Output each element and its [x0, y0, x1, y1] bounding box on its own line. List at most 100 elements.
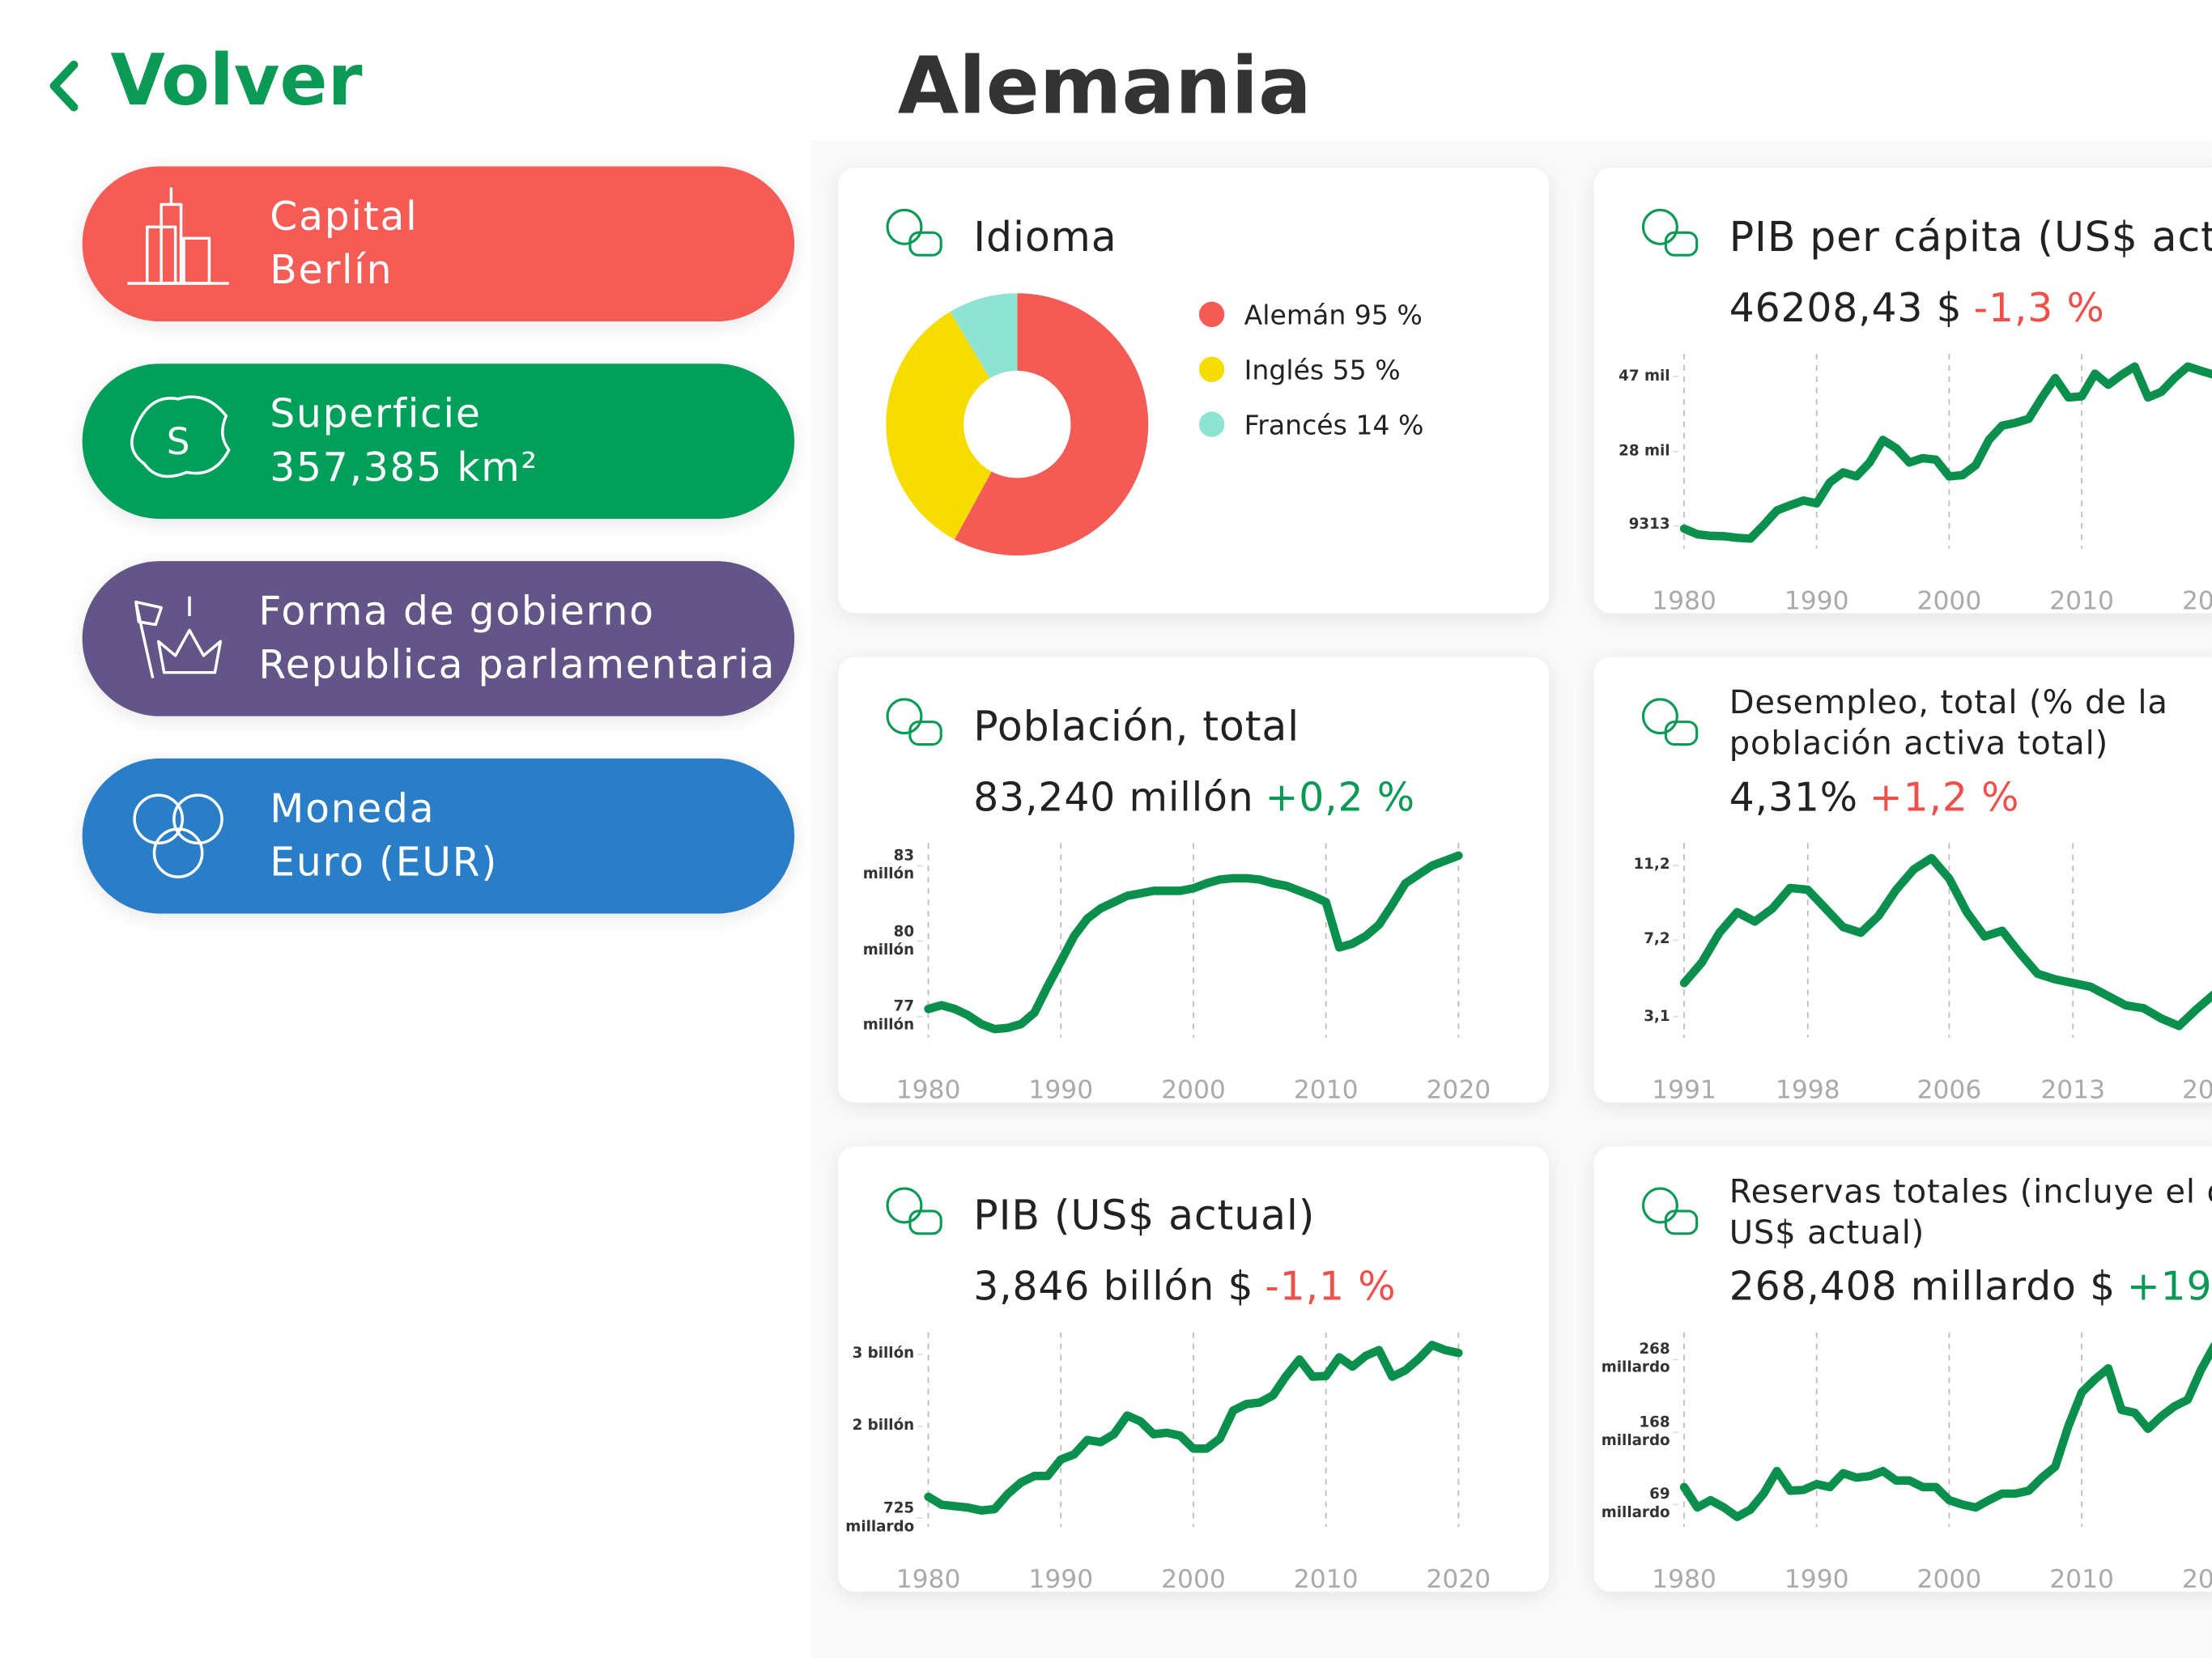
cards: Idioma Alemán 95 % Inglés 55 % Francés 14 % PIB…: [838, 168, 2212, 1594]
y-tick-label-box: 168 millardo: [1601, 1414, 1670, 1450]
card-icon: [908, 1209, 942, 1235]
x-tick-label: 1990: [1784, 586, 1849, 615]
x-tick-label: 2010: [1294, 1565, 1359, 1594]
x-tick-label: 2010: [1294, 1076, 1359, 1105]
y-tick-label-box: 725 millardo: [845, 1499, 915, 1535]
back-button[interactable]: Volver: [49, 39, 363, 121]
x-tick-label: 2013: [2040, 1076, 2105, 1105]
x-tick-label: 1980: [896, 1076, 961, 1105]
back-arrow[interactable]: [49, 60, 79, 112]
card-icon: [908, 721, 942, 746]
x-tick-label: 2010: [2049, 1565, 2114, 1594]
card-title: US$ actual): [1729, 1214, 1925, 1252]
x-tick-label: 2000: [1161, 1565, 1226, 1594]
y-tick-label-box: 2 billón: [852, 1417, 915, 1435]
card-icon: [886, 208, 923, 245]
y-tick-label-box: 77 millón: [862, 997, 915, 1034]
pill-background: [82, 166, 795, 322]
legend-entry: Inglés 55 %: [1244, 354, 1401, 385]
value-text: 4,31%: [1729, 775, 1858, 820]
card-icon: [886, 1187, 923, 1224]
x-tick-label: 2020: [1427, 1565, 1491, 1594]
value-text: 3,846 billón $: [973, 1265, 1253, 1310]
data-line: [924, 851, 1463, 1034]
y-tick-label-box: 3 billón: [852, 1345, 915, 1363]
x-tick-label: 2010: [2049, 586, 2114, 615]
y-tick-label: 2 billón: [852, 1417, 915, 1435]
donut-slice: [954, 293, 1149, 556]
y-tick-label: 725 millardo: [845, 1499, 915, 1535]
x-tick-label: 1990: [1784, 1565, 1849, 1594]
legend-name: Francés: [1244, 409, 1347, 440]
data-line: [1679, 362, 2212, 543]
card-title: Reservas totales (incluye el oro,: [1729, 1173, 2212, 1210]
x-tick-label: 1980: [1652, 586, 1716, 615]
legend-swatch: [1198, 411, 1225, 437]
card-icon: [1664, 721, 1699, 746]
legend-entry: Francés 14 %: [1244, 409, 1424, 440]
card-title: Desempleo, total (% de la: [1729, 684, 2168, 721]
fact-pill: Moneda Euro (EUR): [82, 758, 795, 914]
y-tick-label: 168 millardo: [1601, 1414, 1670, 1450]
fact-label: Superficie: [270, 392, 481, 437]
change-text: +19,8 %: [2127, 1265, 2212, 1310]
x-tick-label: 2000: [1917, 586, 1982, 615]
icon-part: [134, 600, 163, 627]
change-text: -1,1 %: [1265, 1265, 1396, 1310]
y-tick-label-box: 268 millardo: [1601, 1341, 1670, 1377]
x-tick-label: 2020: [1427, 1076, 1491, 1105]
y-tick-label-box: 3,1: [1644, 1007, 1670, 1025]
x-tick-label: 1980: [1652, 1565, 1716, 1594]
fact-value: Euro (EUR): [270, 840, 498, 885]
y-tick-label: 69 millardo: [1601, 1486, 1670, 1522]
y-tick-label: 80 millón: [862, 922, 915, 959]
card-icon: [908, 231, 942, 257]
data-line: [1679, 853, 2212, 1031]
back-label[interactable]: Volver: [111, 39, 363, 121]
legend-name: Alemán: [1244, 300, 1346, 331]
value-text: 83,240 millón: [973, 775, 1253, 820]
fact-value: Berlín: [270, 248, 393, 293]
y-tick-label: 3 billón: [852, 1345, 915, 1363]
card-value: 268,408 millardo $+19,8 %: [1729, 1265, 2212, 1310]
fact-label: Capital: [270, 194, 418, 240]
x-tick-label: 1998: [1776, 1076, 1840, 1105]
card-title: Población, total: [973, 702, 1300, 750]
card: PIB per cápita (US$ actual) 46208,43 $-1,…: [1593, 168, 2212, 615]
y-tick-label: 7,2: [1644, 930, 1670, 948]
y-tick-label: 77 millón: [862, 997, 915, 1034]
y-tick-label: 3,1: [1644, 1007, 1670, 1025]
y-tick-label-box: 11,2: [1633, 856, 1670, 874]
card-title: Idioma: [973, 213, 1117, 261]
legend-value: 14 %: [1355, 409, 1423, 440]
card-icon: [1641, 1187, 1678, 1224]
card: Idioma Alemán 95 % Inglés 55 % Francés 14 %: [838, 168, 1549, 614]
card: PIB (US$ actual) 3,846 billón $ -1,1 % 1980…: [838, 1146, 1549, 1594]
y-tick-label: 268 millardo: [1601, 1341, 1670, 1377]
fact-label: Moneda: [270, 786, 435, 831]
fact-pill: Forma de gobierno Republica parlamentaria: [82, 561, 795, 716]
card-title: PIB per cápita (US$ actual): [1729, 213, 2212, 261]
card: Reservas totales (incluye el oro, US$ act…: [1593, 1146, 2212, 1594]
card-title: población activa total): [1729, 725, 2108, 763]
x-tick-label: 1990: [1028, 1565, 1093, 1594]
donut-slice: [886, 311, 992, 540]
card: Población, total 83,240 millón +0,2 % 1980 1…: [838, 657, 1549, 1105]
x-tick-label: 1980: [896, 1565, 961, 1594]
y-tick-label: 47 mil: [1619, 367, 1670, 385]
x-tick-label: 2021: [2182, 1076, 2212, 1105]
card-icon: [1664, 1209, 1699, 1235]
y-tick-label: 11,2: [1633, 856, 1670, 874]
card: Desempleo, total (% de la población activ…: [1593, 657, 2212, 1105]
x-tick-label: 2006: [1917, 1076, 1982, 1105]
card-value: 3,846 billón $ -1,1 %: [973, 1265, 1396, 1310]
value-text: 268,408 millardo $: [1729, 1265, 2116, 1310]
fact-value: Republica parlamentaria: [258, 643, 776, 688]
fact-value: 357,385 km²: [270, 445, 538, 491]
facts: Capital Berlín S Superficie 357,385 km² Forma…: [82, 166, 795, 914]
card-background: [1593, 1146, 2212, 1592]
x-tick-label: 2020: [2182, 586, 2212, 615]
card-icon: [1641, 208, 1678, 245]
y-tick-label: 9313: [1628, 517, 1670, 534]
